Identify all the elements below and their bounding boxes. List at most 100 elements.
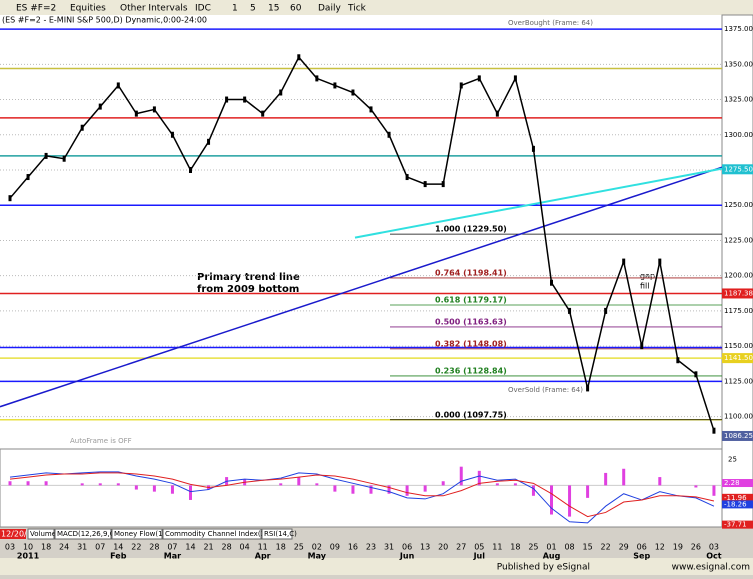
toolbar-button[interactable]: 1 (232, 4, 238, 14)
toolbar-button[interactable]: Other Intervals (120, 4, 188, 14)
annotation: AutoFrame is OFF (70, 437, 132, 445)
price-point (297, 54, 301, 61)
price-point (26, 174, 30, 181)
fib-label: 0.382 (1148.08) (435, 339, 507, 348)
toolbar-button[interactable]: 15 (268, 4, 279, 14)
annotation: OverSold (Frame: 64) (508, 386, 583, 394)
y-tick-label: 1100.00 (724, 413, 753, 421)
tab-label[interactable]: Money Flow(14) (114, 530, 170, 538)
tab-label[interactable]: Commodity Channel Index(23,C) (165, 530, 280, 538)
toolbar (0, 0, 753, 15)
x-tick-label: 18 (510, 543, 520, 552)
macd-tag-label: 2.28 (724, 479, 740, 487)
macd-tag-label: -18.26 (724, 500, 747, 508)
fib-label: 0.764 (1198.41) (435, 268, 507, 277)
symbol[interactable]: ES #F=2 (16, 4, 56, 14)
price-point (658, 258, 662, 265)
toolbar-button[interactable]: 60 (290, 4, 302, 14)
axis-tag-label: 1141.50 (724, 354, 753, 362)
x-tick-label: 24 (59, 543, 69, 552)
toolbar-button[interactable]: Tick (347, 4, 367, 14)
price-point (189, 167, 192, 173)
x-tick-label: 10 (23, 543, 33, 552)
price-point (207, 138, 211, 145)
x-tick-label: 20 (438, 543, 448, 552)
y-tick-label: 1350.00 (724, 60, 753, 68)
tab-label[interactable]: MACD(12,26,9,C) (57, 530, 118, 538)
tab[interactable] (162, 528, 262, 540)
annotation: Primary trend line (197, 272, 300, 283)
y-tick-label: 1375.00 (724, 25, 753, 33)
toolbar-button[interactable]: Equities (70, 4, 106, 14)
price-point (315, 75, 319, 82)
x-tick-label: 11 (258, 543, 268, 552)
x-tick-label: 07 (167, 543, 177, 552)
x-tick-label: 15 (583, 543, 593, 552)
macd-tag-label: -11.96 (724, 494, 747, 502)
price-point (387, 131, 391, 138)
macd-tag (722, 500, 753, 509)
x-tick-label: 06 (637, 543, 647, 552)
cyan-line (354, 167, 723, 239)
axis-tag (722, 353, 753, 364)
month-label: Oct (706, 552, 722, 561)
x-tick-label: 23 (366, 543, 376, 552)
tab[interactable] (261, 528, 293, 540)
price-point (44, 152, 48, 159)
x-tick-label: 28 (149, 543, 159, 552)
fib-label: 0.618 (1179.17) (435, 296, 507, 305)
tab[interactable] (111, 528, 163, 540)
axis-tag-label: 1187.38 (724, 289, 753, 297)
annotation: fill (640, 282, 649, 291)
x-tick-label: 14 (185, 543, 195, 552)
price-point (62, 155, 66, 162)
month-label: Sep (633, 552, 650, 561)
price-point (225, 96, 229, 103)
price-point (513, 75, 517, 82)
price-point (622, 258, 626, 265)
price-point (459, 82, 463, 89)
price-point (152, 106, 156, 113)
month-label: Jun (399, 552, 415, 561)
price-point (586, 385, 590, 392)
month-label: Feb (110, 552, 127, 561)
x-tick-label: 13 (420, 543, 430, 552)
date-box (0, 529, 26, 539)
tab[interactable] (27, 528, 55, 540)
chart-title: (ES #F=2 - E-MINI S&P 500,D) Dynamic,0:0… (2, 16, 207, 25)
price-point (134, 110, 138, 117)
axis-tag (722, 288, 753, 299)
month-label: Apr (255, 552, 271, 561)
price-panel (0, 15, 722, 449)
axis-tag (722, 164, 753, 175)
macd-tag (722, 479, 753, 488)
annotation: gap (640, 272, 655, 281)
right-axis (721, 14, 753, 528)
toolbar-button[interactable]: 5 (250, 4, 256, 14)
x-tick-label: 03 (5, 543, 15, 552)
x-tick-label: 12 (655, 543, 665, 552)
tab-label[interactable]: RSI(14,C) (264, 530, 297, 538)
x-tick-label: 31 (384, 543, 394, 552)
toolbar-button[interactable]: IDC (195, 4, 211, 14)
y-tick-label: 1175.00 (724, 307, 753, 315)
y-tick-label: 1325.00 (724, 96, 753, 104)
price-point (261, 110, 265, 117)
macd-panel (0, 448, 723, 528)
price-point (694, 371, 698, 378)
tab[interactable] (54, 528, 112, 540)
price-point (550, 279, 553, 286)
toolbar-button[interactable]: Daily (318, 4, 341, 14)
axis-tag-label: 1275.50 (724, 165, 753, 173)
x-tick-label: 26 (691, 543, 701, 552)
x-tick-label: 16 (348, 543, 358, 552)
annotation: from 2009 bottom (197, 284, 299, 295)
tab-label[interactable]: Volume (30, 530, 56, 538)
x-tick-label: 21 (203, 543, 213, 552)
x-tick-label: 02 (312, 543, 322, 552)
x-tick-label: 25 (528, 543, 538, 552)
x-tick-label: 22 (131, 543, 141, 552)
price-point (98, 103, 102, 110)
